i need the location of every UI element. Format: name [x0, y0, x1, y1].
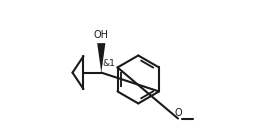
Text: &1: &1 [103, 59, 115, 68]
Text: O: O [174, 108, 182, 118]
Polygon shape [97, 43, 105, 73]
Text: OH: OH [94, 30, 109, 40]
